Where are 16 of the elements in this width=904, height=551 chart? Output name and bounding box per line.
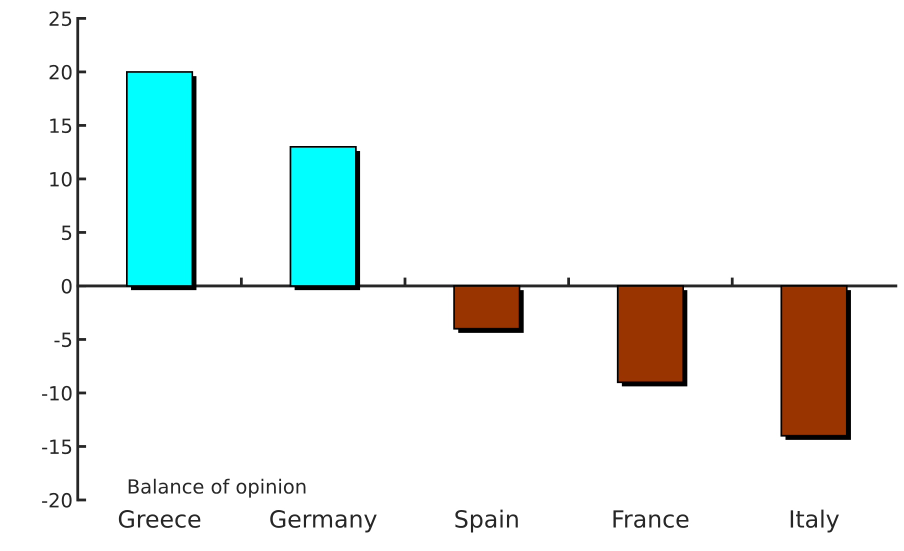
- y-tick-label: -5: [54, 332, 72, 348]
- y-tick-label: -20: [42, 492, 72, 508]
- y-tick-label: 15: [50, 118, 72, 134]
- x-tick-label: France: [613, 510, 688, 528]
- x-tick-label: Spain: [455, 510, 518, 532]
- y-tick-label: -15: [42, 440, 72, 454]
- x-tick-label: Italy: [790, 510, 839, 532]
- y-tick-label: 0: [62, 278, 72, 294]
- y-tick-label: 20: [50, 64, 72, 80]
- y-tick-label: -10: [42, 386, 72, 401]
- x-tick-label: Germany: [270, 510, 377, 532]
- y-tick-label: 5: [62, 226, 72, 240]
- x-tick-label: Greece: [118, 510, 200, 528]
- y-tick-label: 10: [50, 172, 72, 187]
- y-tick-label: 25: [50, 11, 72, 26]
- annotation: Balance of opinion: [128, 478, 306, 498]
